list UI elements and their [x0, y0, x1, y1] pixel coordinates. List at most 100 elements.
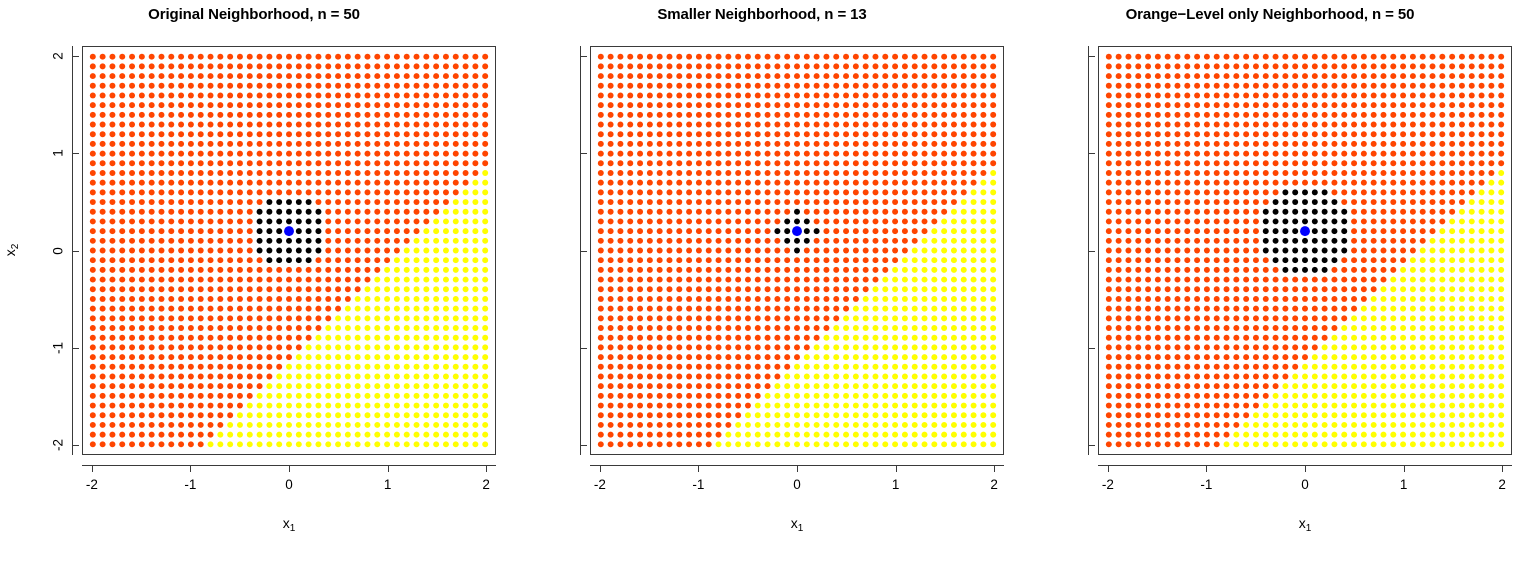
grid-point: [1154, 160, 1161, 167]
grid-point: [217, 363, 224, 370]
grid-point: [823, 63, 830, 70]
grid-point: [754, 140, 761, 147]
grid-point: [227, 363, 234, 370]
grid-point: [207, 179, 214, 186]
grid-point: [941, 63, 948, 70]
grid-point: [676, 228, 683, 235]
grid-point: [423, 286, 430, 293]
grid-point: [295, 412, 302, 419]
grid-point: [197, 402, 204, 409]
grid-point: [1311, 199, 1318, 206]
grid-point: [315, 111, 322, 118]
grid-point: [725, 53, 732, 60]
grid-point: [725, 82, 732, 89]
grid-point: [138, 102, 145, 109]
grid-point: [1292, 286, 1299, 293]
grid-point: [1282, 228, 1289, 235]
grid-point: [266, 315, 273, 322]
grid-point: [187, 111, 194, 118]
grid-point: [236, 208, 243, 215]
grid-point: [1351, 179, 1358, 186]
grid-point: [862, 383, 869, 390]
grid-point: [423, 383, 430, 390]
grid-point: [1409, 199, 1416, 206]
grid-point: [656, 82, 663, 89]
grid-point: [980, 431, 987, 438]
grid-point: [89, 92, 96, 99]
grid-point: [1184, 315, 1191, 322]
grid-point: [1439, 266, 1446, 273]
grid-point: [686, 189, 693, 196]
grid-point: [325, 53, 332, 60]
grid-point: [715, 354, 722, 361]
grid-point: [187, 218, 194, 225]
grid-point: [1252, 441, 1259, 448]
grid-point: [901, 354, 908, 361]
grid-point: [1468, 276, 1475, 283]
grid-point: [911, 179, 918, 186]
grid-point: [413, 354, 420, 361]
grid-point: [852, 160, 859, 167]
grid-point: [197, 63, 204, 70]
grid-point: [607, 111, 614, 118]
grid-point: [1439, 354, 1446, 361]
grid-point: [1311, 344, 1318, 351]
grid-point: [950, 199, 957, 206]
grid-point: [1390, 140, 1397, 147]
grid-point: [754, 392, 761, 399]
grid-point: [1488, 237, 1495, 244]
grid-point: [990, 325, 997, 332]
grid-point: [627, 373, 634, 380]
grid-point: [862, 266, 869, 273]
grid-point: [980, 150, 987, 157]
grid-point: [764, 431, 771, 438]
grid-point: [315, 257, 322, 264]
grid-point: [1380, 247, 1387, 254]
grid-point: [1429, 218, 1436, 225]
grid-point: [744, 237, 751, 244]
grid-point: [774, 305, 781, 312]
grid-point: [256, 334, 263, 341]
grid-point: [129, 402, 136, 409]
grid-point: [1203, 421, 1210, 428]
grid-point: [676, 102, 683, 109]
grid-point: [1194, 102, 1201, 109]
grid-point: [482, 402, 489, 409]
grid-point: [1400, 373, 1407, 380]
grid-point: [754, 421, 761, 428]
grid-point: [1449, 247, 1456, 254]
grid-point: [119, 286, 126, 293]
grid-point: [403, 150, 410, 157]
grid-point: [1478, 257, 1485, 264]
grid-point: [833, 63, 840, 70]
grid-point: [843, 111, 850, 118]
grid-point: [1194, 392, 1201, 399]
grid-point: [1292, 73, 1299, 80]
grid-point: [266, 53, 273, 60]
grid-point: [990, 111, 997, 118]
grid-point: [1262, 276, 1269, 283]
grid-point: [1400, 402, 1407, 409]
grid-point: [627, 73, 634, 80]
grid-point: [1262, 131, 1269, 138]
grid-point: [1262, 160, 1269, 167]
grid-point: [784, 102, 791, 109]
grid-point: [1125, 344, 1132, 351]
grid-point: [833, 102, 840, 109]
grid-point: [1341, 102, 1348, 109]
grid-point: [266, 363, 273, 370]
grid-point: [129, 344, 136, 351]
grid-point: [227, 334, 234, 341]
grid-point: [1498, 392, 1505, 399]
grid-point: [666, 228, 673, 235]
grid-point: [295, 383, 302, 390]
grid-point: [1125, 276, 1132, 283]
x-axis-tick-label: -1: [692, 477, 705, 492]
grid-point: [1272, 354, 1279, 361]
grid-point: [872, 247, 879, 254]
grid-point: [656, 334, 663, 341]
grid-point: [1174, 208, 1181, 215]
grid-point: [393, 73, 400, 80]
grid-point: [1262, 286, 1269, 293]
grid-point: [1174, 373, 1181, 380]
